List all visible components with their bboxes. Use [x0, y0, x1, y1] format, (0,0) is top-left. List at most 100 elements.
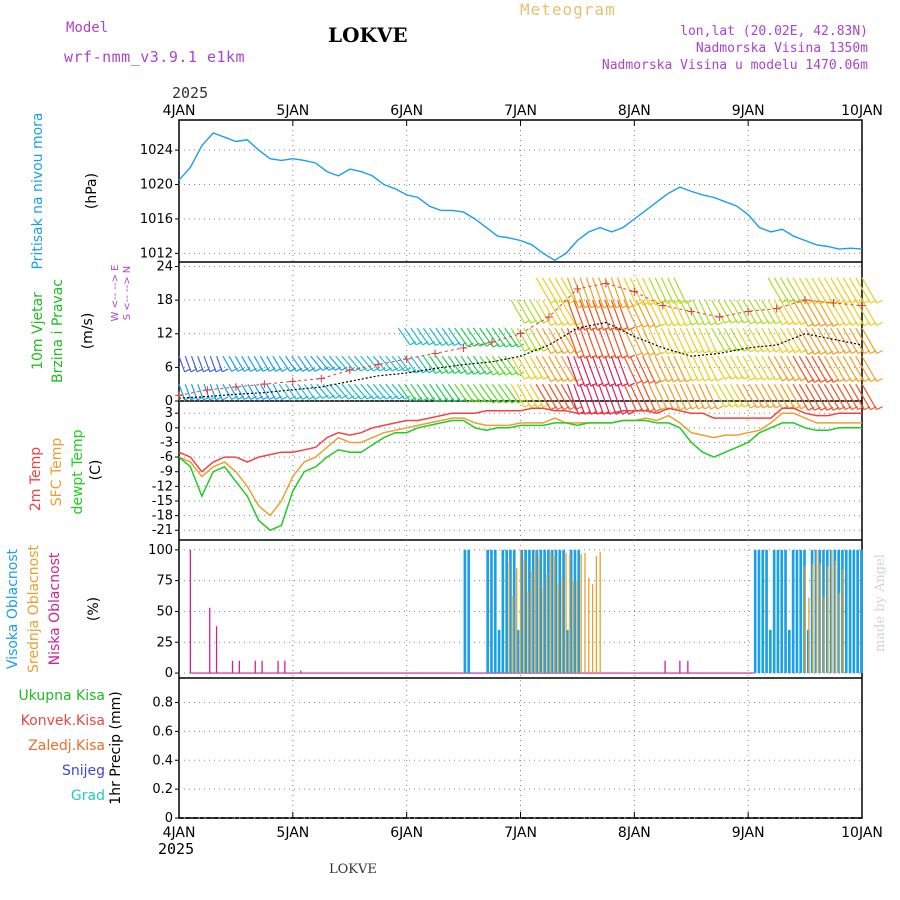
wind-barb-shaft: [811, 327, 828, 355]
high-cloud-bar: [791, 549, 795, 674]
wind-barb-flag: [366, 395, 374, 400]
wind-barb-shaft: [447, 327, 462, 346]
wind-barb-shaft: [335, 383, 349, 400]
wind-barb-shaft: [729, 355, 745, 380]
xaxis-label-bottom: 5JAN: [276, 825, 309, 841]
wind-barb-shaft: [667, 327, 681, 355]
high-cloud-bar: [566, 629, 569, 674]
wind-barb-shaft: [460, 383, 475, 403]
wind-barb-shaft: [842, 277, 859, 304]
wind-barb-flag: [628, 354, 635, 359]
wind-barb-flag: [628, 326, 635, 331]
wind-barb-shaft: [673, 327, 687, 355]
wind-barb-shaft: [629, 383, 644, 412]
wind-barb-shaft: [692, 383, 705, 410]
high-cloud-bar: [769, 629, 772, 674]
wind-gust-marker: +: [373, 358, 383, 372]
wind-barb-shaft: [610, 277, 623, 309]
wind-barb-shaft: [598, 327, 611, 359]
pressure-ytick-label: 1024: [140, 143, 173, 158]
high-cloud-bar: [486, 549, 490, 674]
wind-barb-flag: [628, 304, 635, 309]
wind-barb-shaft: [811, 383, 828, 411]
wind-barb-shaft: [855, 327, 871, 354]
wind-barb-shaft: [491, 355, 506, 376]
wind-barb-shaft: [723, 383, 738, 408]
wind-barb-flag: [876, 406, 883, 411]
year-label-top: 2025: [172, 84, 209, 102]
wind-barb-shaft: [591, 277, 605, 309]
wind-barb-shaft: [328, 383, 342, 399]
wind-unit-label: (m/s): [80, 313, 96, 350]
wind-barb-shaft: [303, 383, 316, 400]
high-cloud-bar: [505, 549, 508, 674]
wind-barb-shaft: [704, 299, 718, 326]
wind-barb-shaft: [679, 327, 693, 354]
wind-barb-shaft: [836, 327, 853, 354]
wind-barb-flag: [360, 367, 367, 372]
wind-barb-shaft: [541, 355, 558, 382]
pressure-ytick-label: 1016: [140, 212, 173, 227]
wind-barb-shaft: [247, 355, 258, 372]
wind-barb-shaft: [360, 383, 374, 400]
high-cloud-bar: [856, 549, 859, 674]
wind-barb-shaft: [686, 327, 699, 354]
wind-gust-marker: +: [658, 299, 668, 313]
wind-barb-shaft: [754, 383, 770, 409]
wind-barb-shaft: [604, 327, 617, 359]
wind-gust-marker: +: [402, 352, 412, 366]
wind-barb-shaft: [535, 299, 552, 326]
wind-barb-shaft: [761, 327, 777, 353]
wind-barb-shaft: [742, 355, 758, 381]
wind-barb-shaft: [429, 327, 443, 346]
wind-barb-flag: [322, 366, 329, 371]
wind-barb-shaft: [660, 327, 675, 355]
high-cloud-bar: [780, 549, 784, 674]
wind-barb-shaft: [698, 383, 712, 410]
wind-barb-shaft: [523, 383, 538, 408]
temp-ytick-label: -21: [152, 523, 173, 538]
high-cloud-bar: [799, 549, 803, 674]
wind-barb-shaft: [579, 355, 592, 387]
wind-barb-shaft: [830, 277, 846, 304]
wind-barb-shaft: [554, 355, 571, 382]
wind-barb-flag: [628, 410, 635, 415]
wind-barb-shaft: [372, 355, 387, 372]
wind-barb-shaft: [529, 355, 544, 380]
wind-barb-shaft: [259, 355, 270, 372]
cloud-ylabel-mid: Srednja Oblacnost: [26, 545, 42, 673]
wind-barb-shaft: [617, 327, 630, 359]
wind-gust-marker: +: [629, 285, 639, 299]
temp-ytick-label: -9: [160, 465, 173, 480]
wind-barb-shaft: [297, 383, 310, 400]
wind-barb-shaft: [729, 299, 745, 324]
wind-barb-shaft: [861, 383, 878, 410]
wind-barb-flag: [334, 366, 342, 371]
wind-ytick-label: 6: [165, 360, 173, 375]
wind-barb-flag: [385, 367, 392, 372]
wind-barb-shaft: [560, 383, 577, 410]
wind-barb-flag: [397, 395, 405, 400]
wind-barb-shaft: [817, 355, 834, 383]
wind-barb-shaft: [523, 327, 538, 352]
wind-barb-flag: [716, 377, 724, 382]
cloud-ylabel-high: Visoka Oblacnost: [5, 548, 21, 669]
wind-barb-shaft: [855, 383, 871, 410]
wind-barb-shaft: [773, 355, 790, 382]
wind-barb-shaft: [648, 277, 662, 304]
wind-barb-shaft: [535, 327, 552, 354]
wind-barb-shaft: [679, 383, 693, 410]
wind-barb-shaft: [466, 383, 481, 403]
wind-barb-shaft: [798, 277, 815, 305]
wind-barb-flag: [876, 299, 883, 304]
wind-barb-shaft: [591, 355, 605, 387]
high-cloud-bar: [539, 549, 543, 674]
wind-barb-shaft: [798, 299, 815, 327]
wind-barb-shaft: [617, 277, 630, 309]
wind-barb-shaft: [861, 277, 878, 304]
wind-barb-shaft: [585, 327, 598, 359]
wind-barb-shaft: [404, 327, 417, 346]
wind-barb-shaft: [498, 355, 513, 376]
wind-barb-shaft: [573, 327, 586, 359]
wind-barb-flag: [360, 395, 367, 400]
